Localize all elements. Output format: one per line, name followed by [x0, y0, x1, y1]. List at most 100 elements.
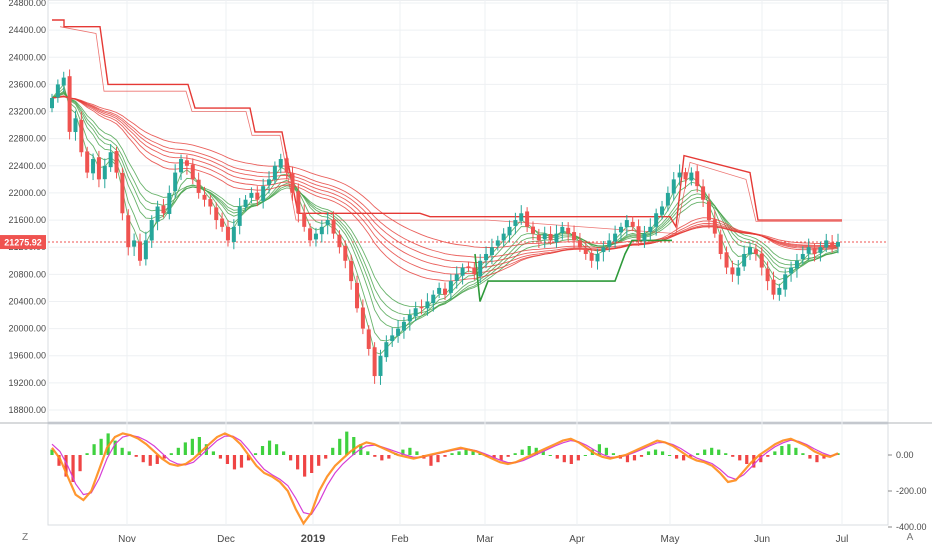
candle-body: [91, 159, 96, 174]
histogram-bar: [338, 438, 342, 455]
histogram-bar: [766, 455, 770, 457]
candle-body: [255, 192, 260, 200]
candle-body: [589, 253, 594, 261]
candle-body: [536, 234, 541, 241]
oscillator-fast-line: [51, 432, 839, 526]
corner-left-label[interactable]: Z: [21, 532, 29, 543]
candle-body: [132, 240, 137, 247]
candle-body: [179, 159, 184, 173]
candle-body: [190, 164, 195, 180]
histogram-bar: [653, 449, 658, 455]
time-tick-label: 2019: [301, 533, 325, 545]
histogram-bar: [506, 455, 510, 457]
price-tick-label: 22000.00: [8, 188, 46, 198]
histogram-bar: [492, 455, 496, 459]
histogram-bar: [303, 455, 307, 477]
candle-body: [595, 253, 600, 262]
candle-body: [648, 226, 653, 233]
candle-body: [443, 288, 447, 295]
candle-body: [613, 233, 618, 242]
candle-body: [642, 233, 647, 242]
candle-body: [343, 245, 348, 261]
histogram-bar: [597, 444, 601, 455]
candle-body: [425, 301, 430, 309]
candle-body: [237, 206, 242, 226]
candle-body: [671, 179, 676, 194]
candle-body: [284, 158, 289, 173]
candle-body: [542, 233, 547, 240]
candle-body: [214, 207, 219, 221]
indicator-pane-frame: [47, 423, 889, 526]
candle-body: [530, 226, 535, 234]
long-ema-line: [51, 96, 839, 263]
candle-body: [665, 192, 670, 206]
histogram-bar: [239, 455, 244, 468]
histogram-bar: [520, 449, 524, 455]
stop-line-red-thin: [59, 26, 842, 235]
histogram-bar: [246, 455, 251, 461]
histogram-bar: [667, 455, 672, 456]
oscillator-slow-line: [51, 434, 839, 516]
price-tick-label: 19200.00: [8, 378, 46, 388]
candle-body: [96, 157, 101, 180]
candle-body: [478, 260, 483, 277]
candle-body: [249, 192, 254, 198]
candle-body: [501, 233, 506, 241]
candle-body: [706, 201, 711, 221]
time-tick-label: Apr: [569, 534, 585, 545]
candle-body: [155, 206, 160, 222]
candle-body: [137, 241, 142, 261]
candle-body: [296, 191, 301, 214]
candle-body: [220, 218, 225, 227]
candle-body: [525, 211, 530, 227]
candle-body: [824, 240, 829, 248]
candle-body: [225, 226, 230, 241]
histogram-bar: [674, 455, 679, 459]
candle-body: [454, 274, 459, 281]
short-ema-line: [51, 92, 839, 315]
candle-body: [636, 226, 641, 241]
candle-body: [718, 234, 723, 254]
candle-body: [777, 287, 782, 295]
corner-right-label[interactable]: A: [906, 532, 914, 543]
candle-body: [583, 248, 588, 254]
candle-body: [261, 186, 266, 201]
histogram-bar: [738, 455, 742, 461]
main-pane-frame: [47, 0, 889, 423]
candle-body: [601, 247, 606, 253]
candle-body: [401, 321, 406, 331]
histogram-bar: [794, 447, 798, 455]
candle-body: [624, 220, 629, 228]
grid: [0, 0, 932, 526]
histogram-bar: [471, 451, 475, 455]
histogram-bar: [78, 455, 82, 472]
candle-body: [712, 219, 717, 234]
price-tick-label: 24000.00: [8, 52, 46, 62]
candle-body: [736, 267, 741, 276]
histogram-bar: [141, 455, 145, 463]
candle-body: [484, 253, 489, 261]
candle-body: [507, 226, 512, 236]
histogram-bar: [773, 451, 777, 455]
histogram-bar: [211, 451, 216, 455]
histogram-bar: [162, 455, 166, 459]
histogram-bar: [450, 453, 454, 455]
candle-body: [759, 253, 764, 268]
candle-body: [149, 220, 154, 241]
candle-body: [50, 97, 54, 109]
histogram-bar: [64, 455, 68, 477]
candle-body: [618, 226, 623, 233]
histogram-bar: [366, 451, 370, 455]
candle-body: [290, 173, 295, 193]
histogram-bar: [274, 444, 279, 455]
time-tick-label: Dec: [217, 534, 235, 545]
histogram-bar: [436, 455, 440, 463]
candle-body: [79, 120, 84, 153]
histogram-bar: [106, 433, 110, 455]
candle-body: [331, 219, 336, 234]
histogram-bar: [176, 447, 180, 455]
candle-body: [267, 179, 272, 185]
histogram-bar: [85, 453, 89, 455]
histogram-bar: [696, 453, 700, 455]
candle-body: [472, 267, 477, 275]
